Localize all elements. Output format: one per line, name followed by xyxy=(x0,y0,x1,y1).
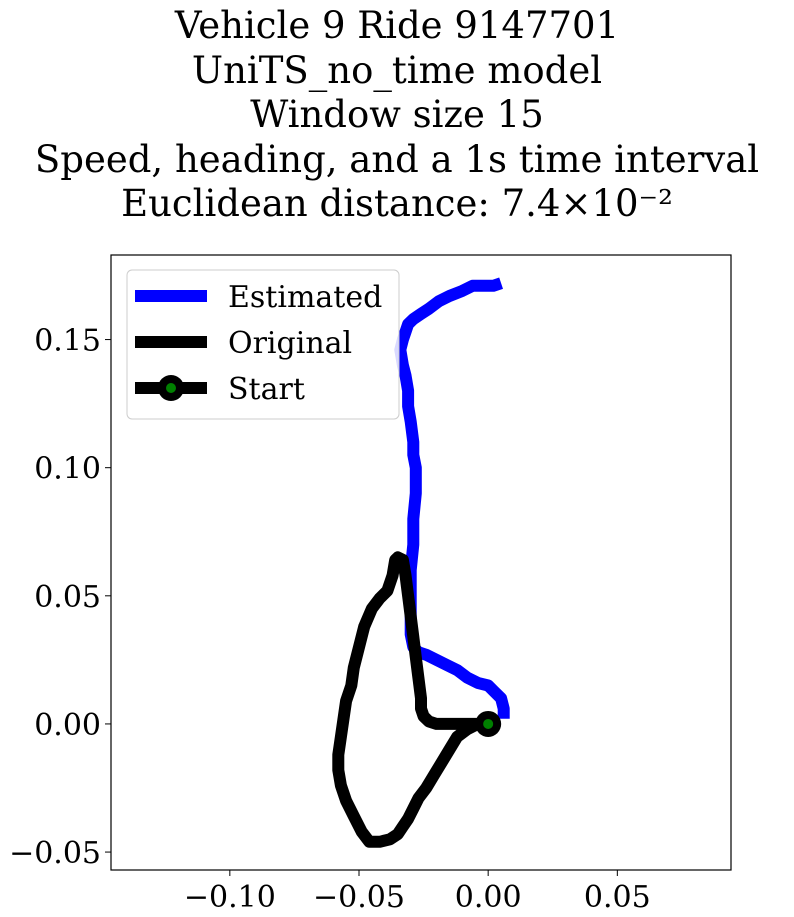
x-tick-label: 0.05 xyxy=(584,880,651,915)
title-line-2: UniTS_no_time model xyxy=(191,48,603,92)
series-line-original xyxy=(332,551,489,848)
plot-frame xyxy=(110,254,732,871)
y-tick-label: 0.05 xyxy=(34,580,101,615)
x-tick-label: −0.10 xyxy=(184,880,276,915)
y-tick-label: −0.05 xyxy=(9,836,101,871)
x-tick-label: −0.05 xyxy=(313,880,405,915)
title-line-3: Window size 15 xyxy=(250,93,544,136)
legend-label-start: Start xyxy=(228,372,305,407)
chart-title: Vehicle 9 Ride 9147701 UniTS_no_time mod… xyxy=(0,4,794,227)
y-tick-label: 0.10 xyxy=(34,452,101,487)
title-line-1: Vehicle 9 Ride 9147701 xyxy=(174,4,620,47)
legend-label-estimated: Estimated xyxy=(228,280,382,315)
title-line-4: Speed, heading, and a 1s time interval xyxy=(34,137,760,181)
start-marker-face xyxy=(483,718,494,729)
x-tick-label: 0.00 xyxy=(455,880,522,915)
legend-box xyxy=(126,269,400,420)
y-tick-label: 0.00 xyxy=(34,708,101,743)
legend: Estimated Original Start xyxy=(126,269,400,420)
y-tick-label: 0.15 xyxy=(34,324,101,359)
series-line-estimated xyxy=(394,277,510,719)
legend-label-original: Original xyxy=(228,326,352,361)
legend-start-marker-face xyxy=(166,383,176,393)
title-line-5: Euclidean distance: 7.4×10⁻² xyxy=(121,182,673,225)
